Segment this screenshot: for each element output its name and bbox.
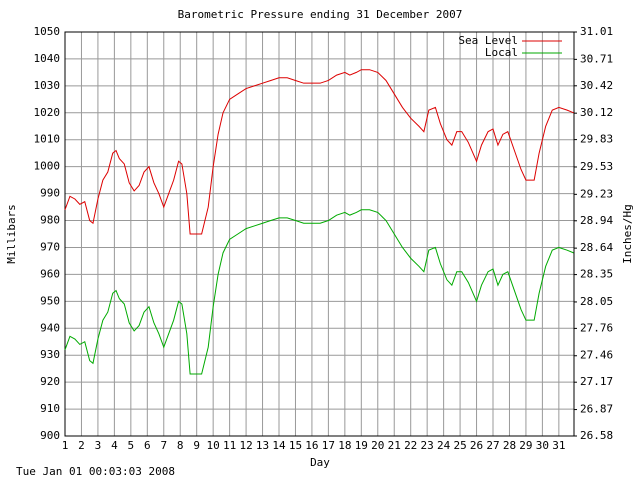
series-line bbox=[64, 69, 574, 235]
x-tick-label: 6 bbox=[144, 439, 151, 452]
x-tick-label: 20 bbox=[371, 439, 384, 452]
x-tick-label: 7 bbox=[160, 439, 167, 452]
y2-tick-label: 27.17 bbox=[580, 375, 613, 388]
series-line bbox=[64, 209, 574, 375]
y-tick-label: 910 bbox=[40, 402, 60, 415]
y-tick-label: 920 bbox=[40, 375, 60, 388]
y2-tick-label: 27.46 bbox=[580, 349, 613, 362]
x-tick-label: 9 bbox=[193, 439, 200, 452]
y2-tick-label: 26.58 bbox=[580, 429, 613, 442]
x-tick-label: 3 bbox=[95, 439, 102, 452]
x-tick-label: 16 bbox=[305, 439, 318, 452]
y2-tick-label: 28.94 bbox=[580, 214, 613, 227]
x-tick-label: 18 bbox=[338, 439, 351, 452]
y2-tick-label: 30.42 bbox=[580, 79, 613, 92]
y-tick-label: 980 bbox=[40, 214, 60, 227]
x-tick-label: 12 bbox=[239, 439, 252, 452]
y2-tick-label: 30.12 bbox=[580, 106, 613, 119]
y2-tick-label: 30.71 bbox=[580, 52, 613, 65]
y2-tick-label: 28.05 bbox=[580, 295, 613, 308]
x-axis-label: Day bbox=[310, 456, 330, 469]
x-tick-label: 17 bbox=[322, 439, 335, 452]
y-tick-label: 960 bbox=[40, 267, 60, 280]
x-tick-label: 26 bbox=[470, 439, 483, 452]
y-tick-label: 1040 bbox=[34, 52, 61, 65]
y-tick-label: 1000 bbox=[34, 160, 61, 173]
x-tick-label: 23 bbox=[421, 439, 434, 452]
y-tick-label: 970 bbox=[40, 240, 60, 253]
y-tick-label: 950 bbox=[40, 294, 60, 307]
x-tick-label: 31 bbox=[552, 439, 565, 452]
x-tick-label: 11 bbox=[223, 439, 236, 452]
x-tick-label: 30 bbox=[536, 439, 549, 452]
y2-axis-label: Inches/Hg bbox=[621, 204, 634, 264]
y-tick-label: 940 bbox=[40, 321, 60, 334]
x-tick-label: 1 bbox=[62, 439, 69, 452]
y-axis-label: Millibars bbox=[5, 204, 18, 264]
plot-frame bbox=[64, 31, 575, 437]
x-tick-label: 5 bbox=[128, 439, 135, 452]
y2-tick-label: 29.83 bbox=[580, 133, 613, 146]
chart-title: Barometric Pressure ending 31 December 2… bbox=[178, 8, 463, 21]
x-tick-label: 4 bbox=[111, 439, 118, 452]
y-tick-label: 1050 bbox=[34, 25, 61, 38]
y-tick-label: 900 bbox=[40, 429, 60, 442]
x-tick-label: 21 bbox=[388, 439, 401, 452]
x-tick-label: 28 bbox=[503, 439, 516, 452]
x-tick-label: 13 bbox=[256, 439, 269, 452]
y2-tick-label: 28.35 bbox=[580, 268, 613, 281]
legend-label: Sea Level bbox=[458, 34, 518, 47]
x-tick-label: 8 bbox=[177, 439, 184, 452]
y2-tick-label: 29.53 bbox=[580, 160, 613, 173]
y2-tick-label: 27.76 bbox=[580, 321, 613, 334]
x-tick-label: 14 bbox=[272, 439, 286, 452]
y2-tick-label: 28.64 bbox=[580, 241, 613, 254]
x-tick-label: 2 bbox=[78, 439, 85, 452]
y2-tick-label: 31.01 bbox=[580, 25, 613, 38]
y-tick-label: 1020 bbox=[34, 106, 61, 119]
x-tick-label: 22 bbox=[404, 439, 417, 452]
x-tick-label: 10 bbox=[207, 439, 220, 452]
y-tick-label: 990 bbox=[40, 187, 60, 200]
y2-tick-label: 29.23 bbox=[580, 187, 613, 200]
footer: Tue Jan 01 00:03:03 2008 bbox=[16, 465, 175, 478]
legend-label: Local bbox=[485, 46, 518, 59]
x-tick-label: 19 bbox=[355, 439, 368, 452]
y-tick-label: 930 bbox=[40, 348, 60, 361]
y-tick-label: 1030 bbox=[34, 79, 61, 92]
x-tick-label: 25 bbox=[453, 439, 466, 452]
y-tick-label: 1010 bbox=[34, 133, 61, 146]
x-tick-label: 15 bbox=[289, 439, 302, 452]
y2-tick-label: 26.87 bbox=[580, 403, 613, 416]
x-tick-label: 27 bbox=[486, 439, 499, 452]
x-tick-label: 29 bbox=[519, 439, 532, 452]
x-tick-label: 24 bbox=[437, 439, 451, 452]
